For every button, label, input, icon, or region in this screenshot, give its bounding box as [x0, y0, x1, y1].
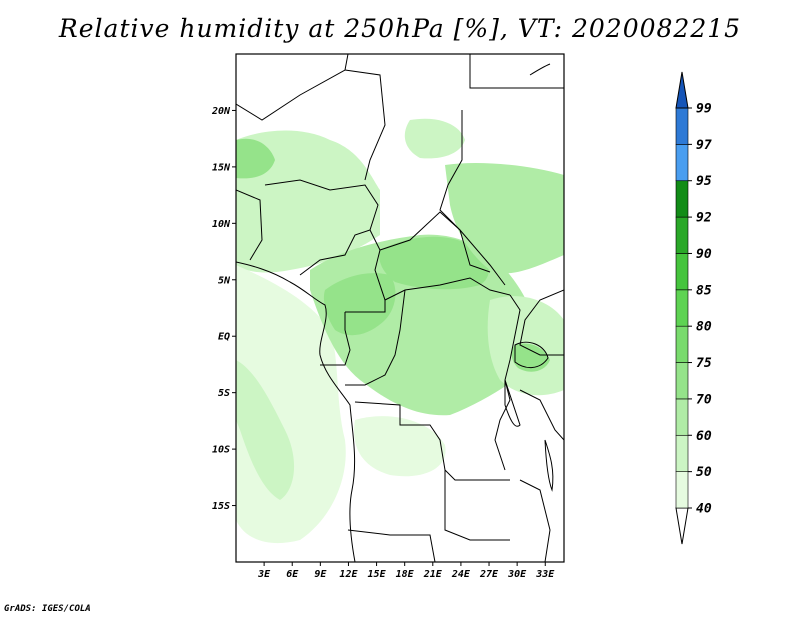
lat-tick-label: 5S: [218, 388, 230, 399]
lat-tick-label: EQ: [218, 332, 230, 343]
border-east-africa: [519, 289, 564, 356]
lat-tick-label: 10S: [212, 445, 230, 456]
colorbar-box: [675, 434, 689, 472]
border-west-sahel: [236, 189, 263, 261]
colorbar-label: 90: [696, 247, 712, 262]
lon-tick-label: 15E: [368, 569, 387, 580]
lat-tick-label: 10N: [212, 219, 231, 230]
border-niger-east: [344, 69, 386, 181]
lon-tick-label: 9E: [314, 569, 327, 580]
colorbar-box: [675, 471, 689, 509]
border-car-drc: [384, 277, 511, 301]
country-borders: [236, 54, 564, 562]
border-cameroon: [345, 229, 386, 313]
border-chad-sudan: [439, 110, 506, 286]
colorbar-label: 70: [696, 392, 712, 407]
colorbar-box: [675, 289, 689, 327]
border-algeria-mali: [236, 54, 349, 121]
humidity-area-northeast-patch: [404, 118, 465, 159]
lon-tick-label: 3E: [257, 569, 271, 580]
lon-tick-label: 6E: [286, 569, 299, 580]
border-tanzania: [519, 389, 564, 441]
lat-tick-label: 15S: [212, 501, 230, 512]
border-namibia: [347, 529, 436, 562]
colorbar-label: 99: [696, 102, 712, 117]
lake-tanganyika: [504, 379, 521, 427]
colorbar-box: [675, 362, 689, 400]
colorbar-box: [675, 107, 689, 145]
colorbar-label: 92: [696, 211, 712, 226]
border-mozambique: [519, 479, 551, 562]
colorbar-label: 85: [696, 283, 712, 298]
humidity-area-atlantic-band: [236, 360, 295, 500]
longitude-axis: 3E 6E 9E 12E 15E 18E 21E 24E 27E 30E 33E: [257, 562, 555, 580]
colorbar-box: [675, 398, 689, 436]
colorbar-label: 95: [696, 174, 712, 189]
coastline-west-africa: [236, 261, 356, 562]
map-frame: [235, 53, 565, 563]
border-angola-zambia: [444, 470, 510, 541]
lon-tick-label: 33E: [535, 569, 555, 580]
border-libya-egypt: [469, 54, 564, 89]
colorbar-label: 80: [696, 320, 712, 335]
humidity-area-car-core: [379, 236, 489, 290]
lat-tick-label: 20N: [211, 106, 231, 117]
border-congo-drc: [345, 289, 406, 386]
colorbar-box: [675, 180, 689, 218]
colorbar: 40 50 60 70 75 80 85 90 92 95 97 99: [675, 71, 712, 545]
lake-malawi: [544, 439, 554, 492]
lake-victoria: [514, 341, 549, 368]
lon-tick-label: 18E: [396, 569, 415, 580]
colorbar-box: [675, 216, 689, 254]
border-car-chad: [379, 211, 491, 273]
lon-tick-label: 30E: [507, 569, 527, 580]
colorbar-label: 40: [696, 502, 712, 517]
colorbar-label: 75: [696, 356, 712, 371]
colorbar-box: [675, 325, 689, 363]
lon-tick-label: 24E: [451, 569, 471, 580]
latitude-axis: 20N 15N 10N 5N EQ 5S 10S 15S: [211, 106, 236, 512]
lat-tick-label: 15N: [212, 162, 231, 173]
humidity-area-congo-core: [323, 273, 396, 336]
colorbar-label: 60: [696, 429, 712, 444]
colorbar-over-triangle: [675, 71, 689, 109]
lat-tick-label: 5N: [218, 275, 231, 286]
lon-tick-label: 21E: [423, 569, 443, 580]
lon-tick-label: 12E: [339, 569, 358, 580]
humidity-area-senegal: [236, 138, 275, 179]
colorbar-label: 50: [696, 465, 712, 480]
colorbar-box: [675, 144, 689, 182]
border-angola-drc: [354, 401, 510, 481]
humidity-shading: [236, 118, 564, 544]
border-niger-chad-nigeria: [264, 179, 379, 276]
colorbar-box: [675, 253, 689, 291]
lon-tick-label: 27E: [479, 569, 499, 580]
colorbar-label: 97: [696, 138, 712, 153]
credit-text: GrADS: IGES/COLA: [4, 604, 91, 614]
humidity-area-east-sudan: [445, 163, 564, 274]
colorbar-under-triangle: [675, 507, 689, 545]
map-title: Relative humidity at 250hPa [%], VT: 202…: [58, 14, 742, 43]
nile-delta-coast: [529, 63, 551, 76]
humidity-area-southeast-patch: [354, 416, 446, 477]
border-gabon: [320, 312, 351, 366]
